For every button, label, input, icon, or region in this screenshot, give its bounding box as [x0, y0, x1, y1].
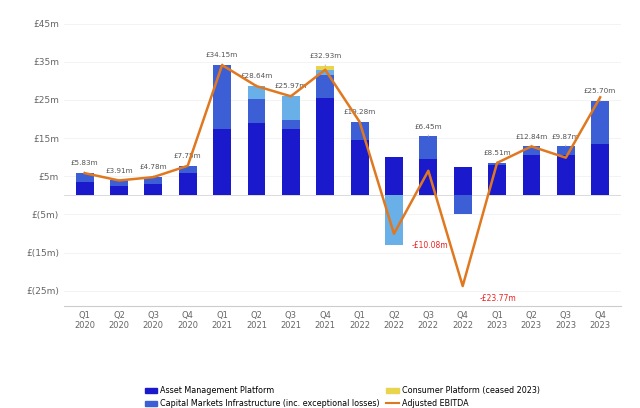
Bar [316, 70, 334, 75]
Text: £5.83m: £5.83m [71, 160, 99, 173]
Text: £25.70m: £25.70m [584, 88, 616, 101]
Legend: Asset Management Platform, Capital Markets Infrastructure (inc. exceptional loss: Asset Management Platform, Capital Marke… [141, 382, 544, 408]
Bar [282, 96, 300, 120]
Bar [179, 166, 196, 173]
Bar [213, 129, 231, 195]
Bar [351, 140, 369, 195]
Text: -£23.77m: -£23.77m [480, 294, 516, 303]
Text: £19.28m: £19.28m [344, 109, 376, 122]
Text: £3.91m: £3.91m [105, 168, 133, 180]
Text: £34.15m: £34.15m [206, 52, 238, 65]
Text: £4.78m: £4.78m [140, 164, 167, 177]
Bar [145, 184, 163, 195]
Bar [454, 167, 472, 195]
Text: £7.75m: £7.75m [174, 153, 202, 166]
Bar [76, 182, 93, 195]
Bar [419, 159, 437, 195]
Bar [591, 101, 609, 144]
Bar [522, 155, 540, 195]
Bar [76, 173, 93, 182]
Bar [179, 173, 196, 195]
Bar [110, 186, 128, 195]
Bar [316, 98, 334, 195]
Bar [385, 157, 403, 195]
Text: £12.84m: £12.84m [515, 133, 548, 146]
Bar [213, 65, 231, 129]
Text: £28.64m: £28.64m [241, 73, 273, 86]
Bar [351, 122, 369, 140]
Text: -£10.08m: -£10.08m [411, 242, 448, 251]
Bar [316, 66, 334, 70]
Bar [282, 120, 300, 129]
Bar [557, 155, 575, 195]
Text: £8.51m: £8.51m [483, 150, 511, 163]
Bar [419, 136, 437, 159]
Bar [248, 100, 266, 123]
Bar [248, 123, 266, 195]
Bar [454, 195, 472, 215]
Bar [557, 146, 575, 155]
Text: £9.87m: £9.87m [552, 133, 580, 146]
Text: £6.45m: £6.45m [415, 124, 442, 136]
Bar [591, 144, 609, 195]
Bar [248, 86, 266, 100]
Bar [110, 180, 128, 186]
Bar [488, 165, 506, 195]
Bar [488, 163, 506, 165]
Bar [282, 129, 300, 195]
Bar [316, 75, 334, 98]
Bar [522, 146, 540, 155]
Bar [145, 177, 163, 184]
Bar [385, 195, 403, 245]
Text: £25.97m: £25.97m [275, 83, 307, 96]
Text: £32.93m: £32.93m [309, 53, 341, 66]
